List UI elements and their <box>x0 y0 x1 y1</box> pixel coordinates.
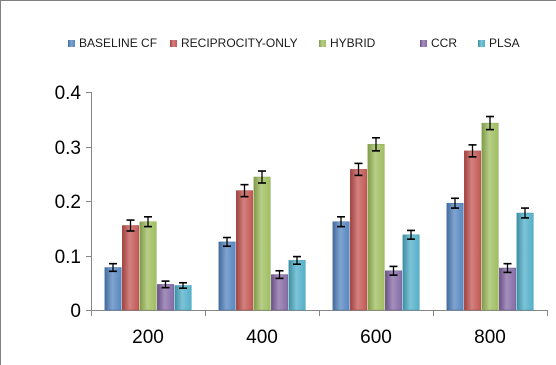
legend-swatch-3 <box>420 40 427 47</box>
y-tick-label-1: 0.1 <box>55 247 81 268</box>
legend-label-2: HYBRID <box>330 36 376 50</box>
legend-label-3: CCR <box>431 36 457 50</box>
bars <box>104 115 534 311</box>
bar-0-0 <box>104 267 122 311</box>
legend-label-0: BASELINE CF <box>79 36 157 50</box>
bar-1-3 <box>464 150 482 311</box>
legend-swatch-2 <box>319 40 326 47</box>
legend: BASELINE CF RECIPROCITY-ONLY HYBRID CCR PLSA <box>68 36 520 50</box>
legend-swatch-0 <box>68 40 75 47</box>
legend-label-1: RECIPROCITY-ONLY <box>181 36 298 50</box>
bar-0-1 <box>218 241 236 311</box>
legend-label-4: PLSA <box>489 36 520 50</box>
x-axis: 200 400 600 800 <box>91 310 548 348</box>
bar-3-3 <box>499 267 517 311</box>
x-tick-label-2: 600 <box>360 327 392 348</box>
x-tick-label-0: 200 <box>132 327 164 348</box>
bar-3-1 <box>271 274 289 311</box>
y-tick-label-0: 0 <box>70 301 81 322</box>
bar-4-3 <box>516 212 534 311</box>
y-tick-label-3: 0.3 <box>55 138 81 159</box>
bar-2-0 <box>139 221 157 311</box>
bar-4-2 <box>402 234 420 311</box>
legend-swatch-1 <box>170 40 177 47</box>
bar-4-0 <box>174 285 192 311</box>
bar-1-0 <box>122 225 140 311</box>
x-tick-label-1: 400 <box>246 327 278 348</box>
bar-0-3 <box>446 202 464 311</box>
bar-1-2 <box>350 169 368 311</box>
bar-4-1 <box>288 260 306 311</box>
y-axis: 0 0.1 0.2 0.3 0.4 <box>55 83 92 322</box>
y-tick-label-2: 0.2 <box>55 192 81 213</box>
x-tick-label-3: 800 <box>474 327 506 348</box>
bar-3-2 <box>385 270 403 311</box>
legend-swatch-4 <box>478 40 485 47</box>
bar-2-3 <box>481 122 499 311</box>
y-tick-label-4: 0.4 <box>55 83 82 104</box>
bar-2-2 <box>367 144 385 311</box>
bar-0-2 <box>332 221 350 311</box>
bar-1-1 <box>236 190 254 311</box>
bar-2-1 <box>253 176 271 311</box>
